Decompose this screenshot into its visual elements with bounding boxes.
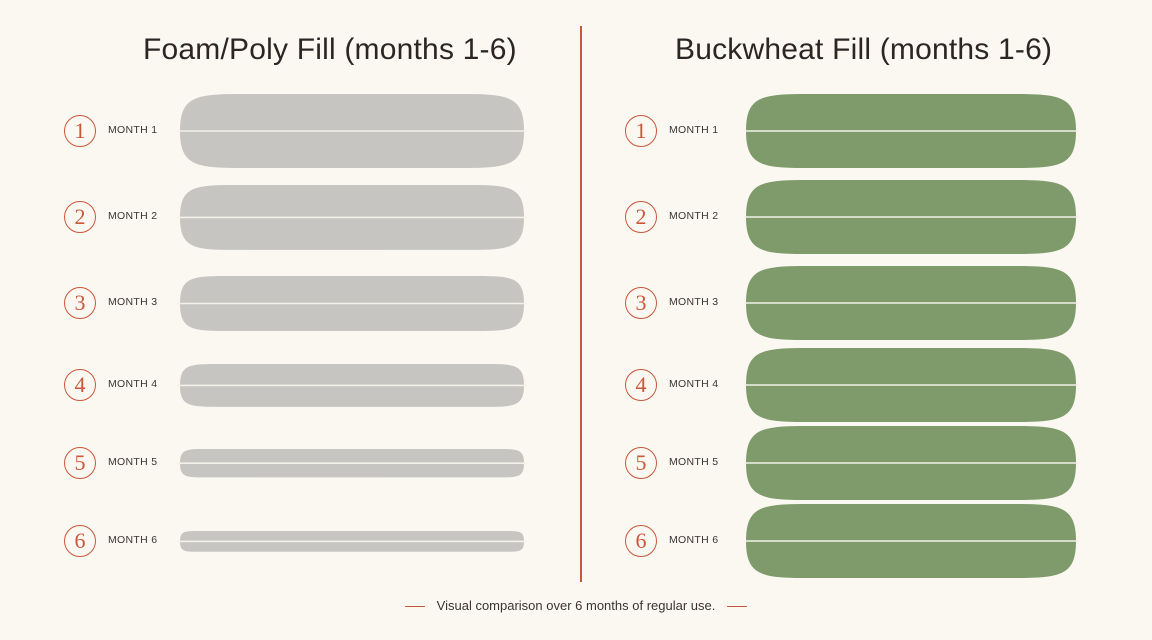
buckwheat-panel: Buckwheat Fill (months 1-6) 1 MONTH 1 2 MON… xyxy=(582,0,1152,600)
buckwheat-pillow-month-1 xyxy=(742,93,1080,169)
foam-month-label: MONTH 3 xyxy=(108,296,158,308)
buckwheat-pillow-month-4 xyxy=(742,347,1080,423)
buckwheat-month-label: MONTH 2 xyxy=(669,210,719,222)
buckwheat-month-label: MONTH 5 xyxy=(669,456,719,468)
foam-panel: Foam/Poly Fill (months 1-6) 1 MONTH 1 2 MON… xyxy=(0,0,580,600)
foam-month-number-badge: 1 xyxy=(64,115,96,147)
buckwheat-month-label: MONTH 6 xyxy=(669,534,719,546)
foam-month-label: MONTH 1 xyxy=(108,124,158,136)
buckwheat-pillow-month-5 xyxy=(742,425,1080,501)
foam-month-label: MONTH 6 xyxy=(108,534,158,546)
center-divider xyxy=(580,26,582,582)
footer-dash-left xyxy=(404,605,425,608)
buckwheat-pillow-graphic xyxy=(743,348,1079,422)
buckwheat-month-number-badge: 5 xyxy=(625,447,657,479)
buckwheat-month-number-badge: 1 xyxy=(625,115,657,147)
footer-caption: Visual comparison over 6 months of regul… xyxy=(0,598,1152,618)
foam-month-number-badge: 3 xyxy=(64,287,96,319)
foam-pillow-month-3 xyxy=(176,275,528,332)
foam-month-number-badge: 5 xyxy=(64,447,96,479)
foam-pillow-graphic xyxy=(177,275,527,331)
buckwheat-month-number-badge: 2 xyxy=(625,201,657,233)
buckwheat-month-number-badge: 6 xyxy=(625,525,657,557)
buckwheat-panel-title: Buckwheat Fill (months 1-6) xyxy=(675,33,1053,66)
buckwheat-pillow-month-6 xyxy=(742,503,1080,579)
foam-month-number-badge: 4 xyxy=(64,369,96,401)
foam-pillow-month-1 xyxy=(176,93,528,169)
foam-pillow-month-2 xyxy=(176,184,528,251)
foam-pillow-month-4 xyxy=(176,363,528,408)
foam-pillow-month-6 xyxy=(176,530,528,553)
footer-dash-right xyxy=(727,605,748,608)
buckwheat-pillow-month-2 xyxy=(742,179,1080,255)
foam-month-number-badge: 6 xyxy=(64,525,96,557)
foam-pillow-graphic xyxy=(177,93,527,168)
buckwheat-pillow-graphic xyxy=(743,179,1079,254)
buckwheat-pillow-graphic xyxy=(743,93,1079,168)
foam-pillow-graphic xyxy=(177,363,527,407)
foam-month-number-badge: 2 xyxy=(64,201,96,233)
foam-pillow-graphic xyxy=(177,448,527,478)
buckwheat-month-number-badge: 3 xyxy=(625,287,657,319)
foam-pillow-graphic xyxy=(177,184,527,250)
buckwheat-month-label: MONTH 1 xyxy=(669,124,719,136)
foam-pillow-graphic xyxy=(177,530,527,552)
foam-month-label: MONTH 5 xyxy=(108,456,158,468)
foam-panel-title: Foam/Poly Fill (months 1-6) xyxy=(143,33,517,66)
foam-month-label: MONTH 2 xyxy=(108,210,158,222)
buckwheat-pillow-month-3 xyxy=(742,265,1080,341)
buckwheat-month-number-badge: 4 xyxy=(625,369,657,401)
buckwheat-month-label: MONTH 3 xyxy=(669,296,719,308)
buckwheat-pillow-graphic xyxy=(743,504,1079,578)
buckwheat-month-label: MONTH 4 xyxy=(669,378,719,390)
buckwheat-pillow-graphic xyxy=(743,426,1079,500)
buckwheat-pillow-graphic xyxy=(743,266,1079,340)
foam-pillow-month-5 xyxy=(176,448,528,478)
foam-month-label: MONTH 4 xyxy=(108,378,158,390)
footer-text: Visual comparison over 6 months of regul… xyxy=(436,598,716,613)
